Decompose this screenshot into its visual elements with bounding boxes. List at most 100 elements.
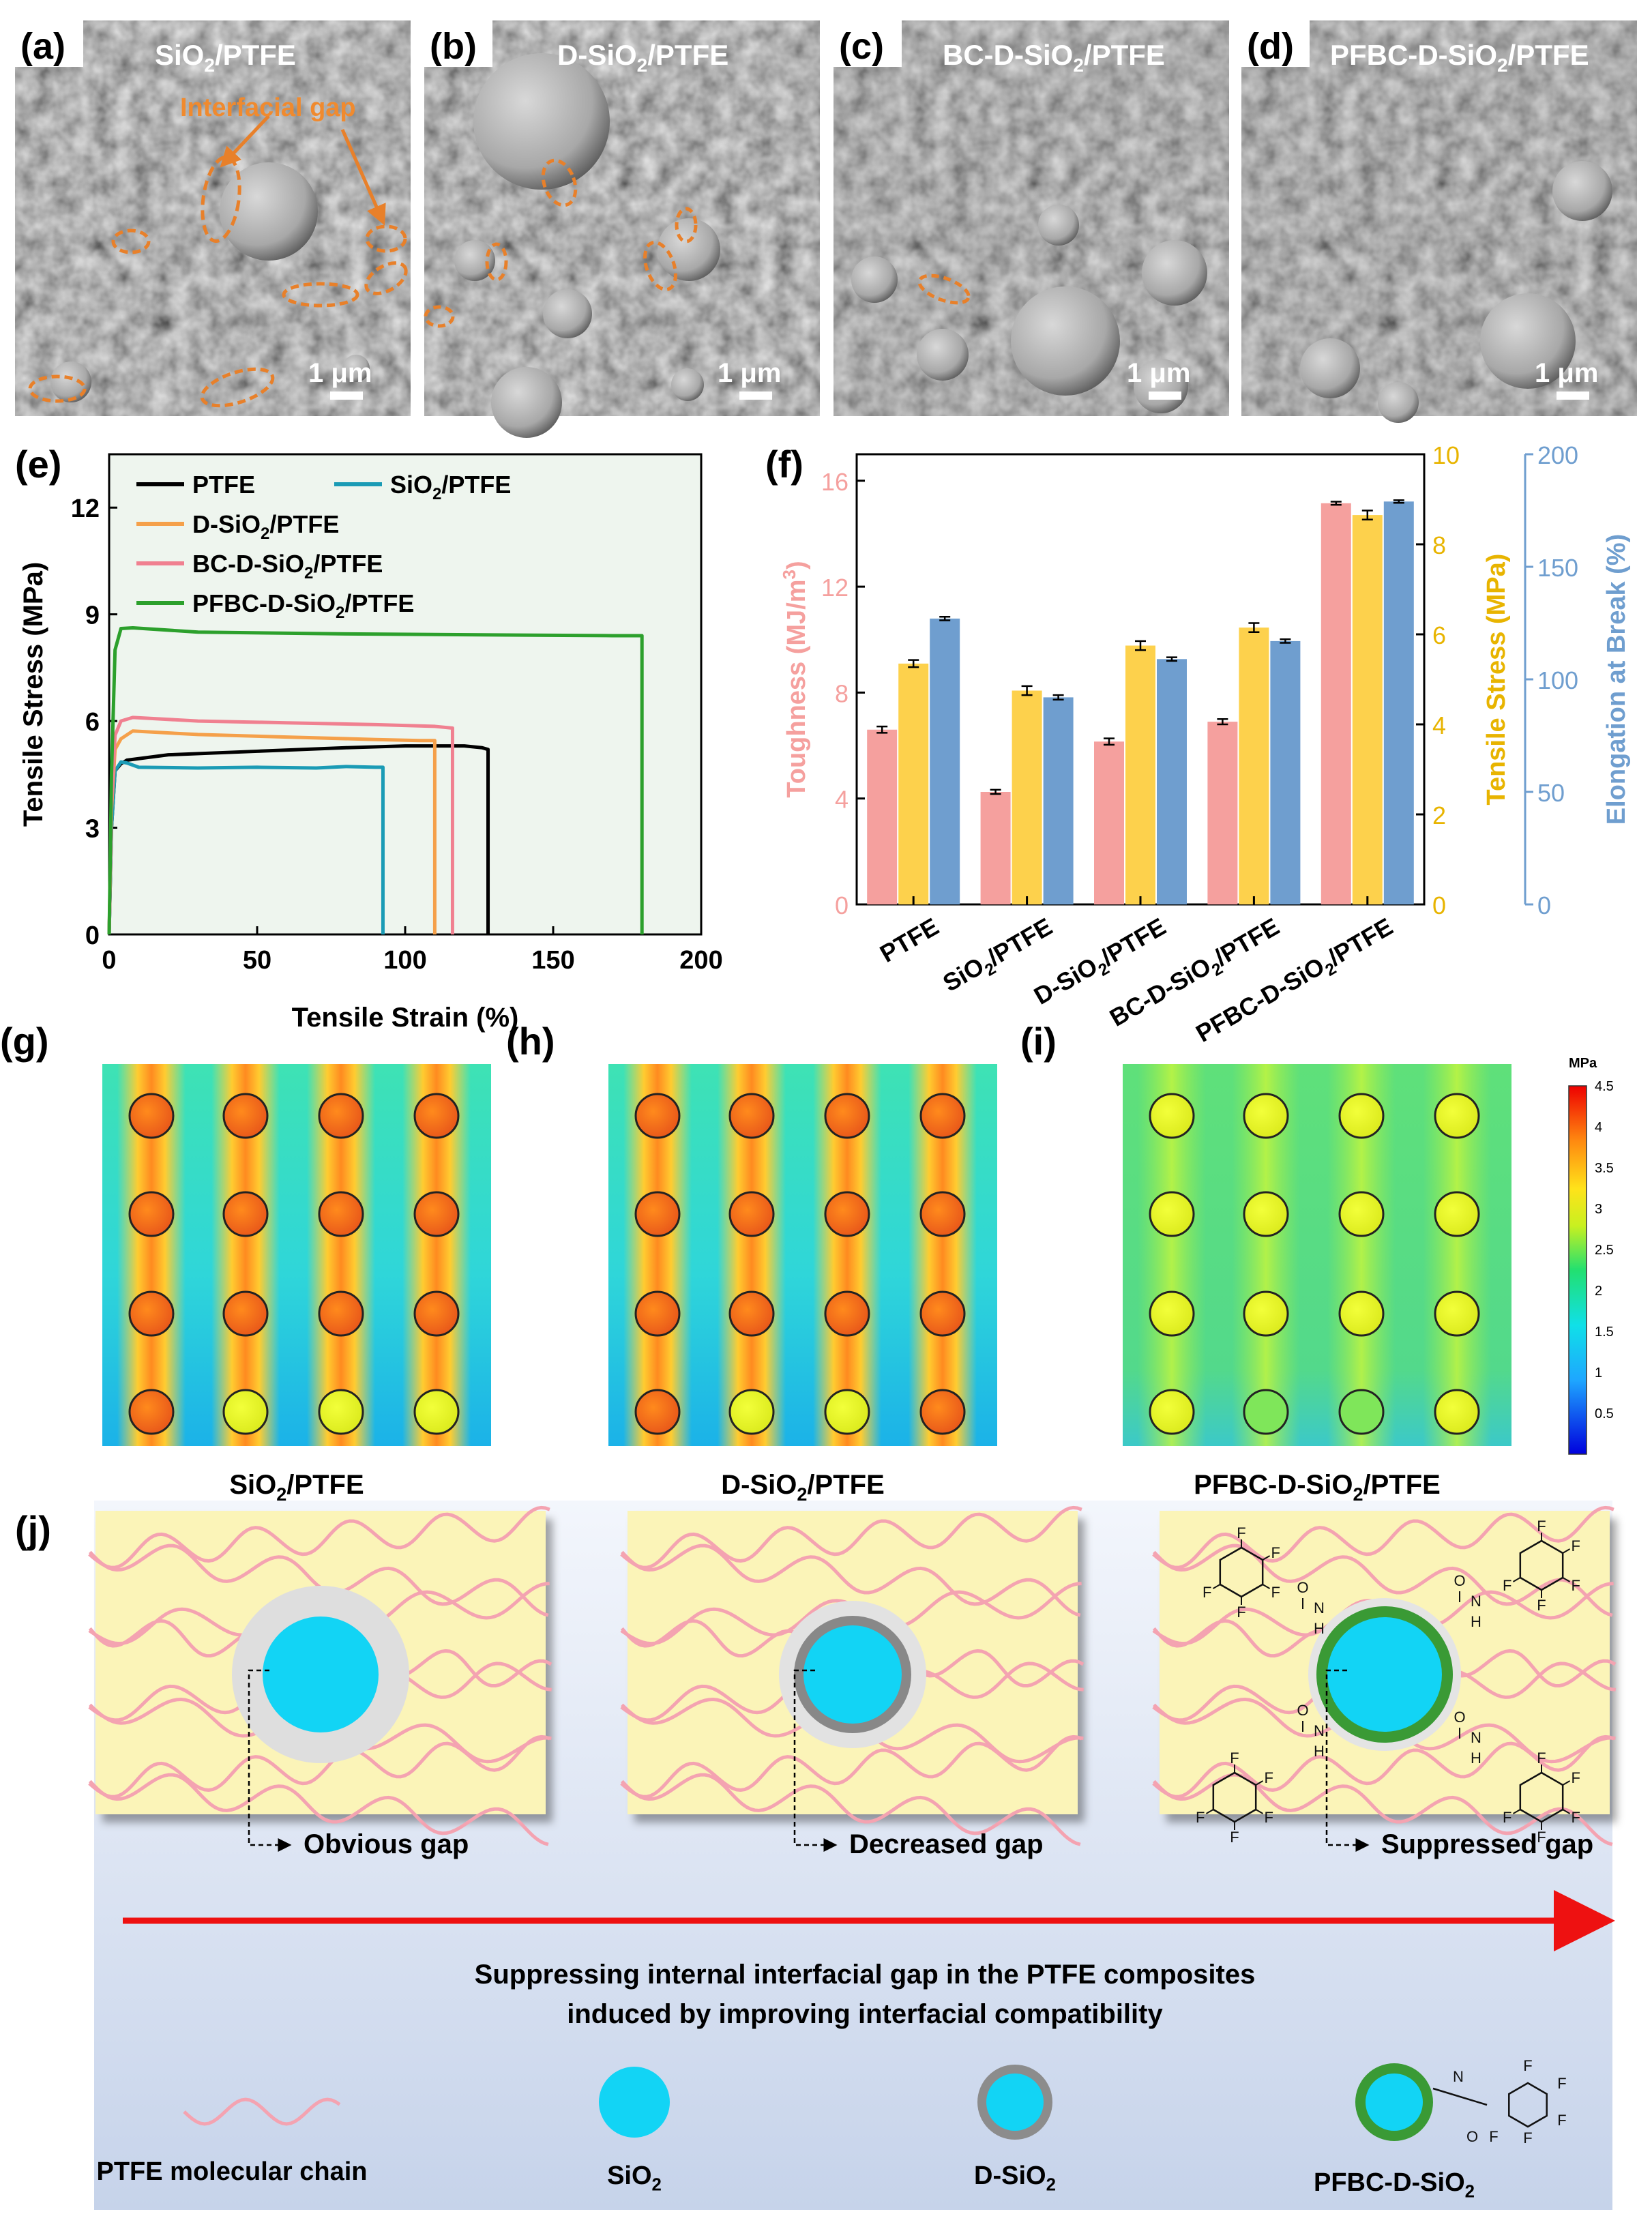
chart-e-plot-area <box>108 453 703 936</box>
hydrogen-atom: H <box>1314 1620 1325 1637</box>
heatmap-particle <box>1243 1191 1289 1237</box>
chart-e-xtick-label: 0 <box>102 946 116 975</box>
chart-f-r2tick-label: 100 <box>1537 666 1578 694</box>
fluorine-atom: F <box>1537 1750 1546 1767</box>
heatmap-particle <box>128 1093 175 1139</box>
heatmap-particle <box>413 1290 460 1337</box>
bond <box>1262 1555 1271 1561</box>
heatmap-row: (g) SiO2/PTFE (h) D-SiO2/PTFE (i) PFBC-D-SiO2… <box>0 1020 1511 1505</box>
oxygen-atom: O <box>1454 1709 1465 1726</box>
heatmap-particle <box>824 1290 870 1337</box>
fluorine-atom: F <box>1237 1604 1245 1621</box>
heatmap-particle <box>1338 1093 1385 1139</box>
chart-e-xtick-label: 150 <box>531 946 574 975</box>
sem-d-scale: 1 μm <box>1535 358 1598 388</box>
schematic-j: (j) Obvious gap Decreased gap F F F F F F F F F F F F… <box>15 1501 1617 2210</box>
chart-f-bar-toughness <box>1094 741 1124 904</box>
sem-b-scale: 1 μm <box>718 358 781 388</box>
chart-f-category-label: PTFE <box>875 912 943 968</box>
heatmap-particle <box>1149 1389 1195 1435</box>
legend-label-chain: PTFE molecular chain <box>97 2157 368 2186</box>
chart-f-bar-elongation-at-break <box>1270 640 1301 904</box>
heatmap-particle <box>1243 1093 1289 1139</box>
heatmap-particle <box>1434 1290 1480 1337</box>
colorbar-tick-label: 1.5 <box>1595 1325 1614 1340</box>
heatmap-particle <box>824 1191 870 1237</box>
nitrogen-atom: N <box>1471 1729 1481 1746</box>
heatmap-panel-i: (i) PFBC-D-SiO2/PTFE <box>1020 1020 1511 1505</box>
heatmap-particle <box>634 1290 681 1337</box>
chart-f-ltick-label: 12 <box>821 574 849 602</box>
heatmap-particle <box>919 1191 966 1237</box>
heatmap-particle <box>1434 1093 1480 1139</box>
heatmap-particle <box>222 1389 269 1435</box>
oxygen-atom: O <box>1454 1572 1465 1589</box>
heatmap-particle <box>728 1191 775 1237</box>
chart-e-letter: (e) <box>15 443 61 486</box>
heatmap-particle <box>634 1389 681 1435</box>
gap-pointer <box>248 1669 292 1852</box>
chart-f-bar-tensile-stress <box>1352 515 1383 904</box>
chart-f-r2tick-label: 50 <box>1537 779 1565 807</box>
heatmap-particle <box>1243 1290 1289 1337</box>
sem-panel-b: (b) D-SiO2/PTFE 1 μm <box>424 20 820 438</box>
chart-f-bar-elongation-at-break <box>1157 659 1187 904</box>
heatmap-particle <box>413 1191 460 1237</box>
chart-f-ltick-label: 4 <box>835 786 849 814</box>
hydrogen-atom: H <box>1314 1743 1325 1760</box>
sem-a-letter: (a) <box>20 26 65 67</box>
chart-e-ytick-label: 9 <box>85 602 100 630</box>
chart-e-xtick-label: 200 <box>679 946 722 975</box>
ptfe-chain <box>1153 1544 1613 1617</box>
chart-f-r2tick-label: 150 <box>1537 554 1578 582</box>
chart-e-legend-label: PFBC-D-SiO2/PTFE <box>192 589 414 622</box>
heatmap-particle <box>1243 1389 1289 1435</box>
chart-f-r1tick-label: 2 <box>1432 801 1446 829</box>
heatmap-particle <box>318 1093 364 1139</box>
colorbar-tick-label: 3.5 <box>1595 1161 1614 1176</box>
heatmap-label: D-SiO2/PTFE <box>721 1470 885 1505</box>
oxygen-atom: O <box>1297 1579 1308 1596</box>
fluorine-atom: F <box>1537 1597 1546 1614</box>
heatmap-particle <box>318 1191 364 1237</box>
nitrogen-atom: N <box>1471 1593 1481 1610</box>
colorbar-unit: MPa <box>1569 1056 1597 1071</box>
chart-f-r2tick-label: 200 <box>1537 441 1578 469</box>
fluorine-atom: F <box>1271 1544 1280 1561</box>
heatmap-particle <box>222 1093 269 1139</box>
fluorine-atom: F <box>1503 1809 1511 1826</box>
fluorine-atom: F <box>1265 1769 1273 1786</box>
chart-f-bars <box>867 499 1414 904</box>
bond <box>1512 1809 1521 1814</box>
heatmap-particle <box>1338 1191 1385 1237</box>
legend-fluorine-atom: F <box>1523 2129 1532 2146</box>
fluorine-atom: F <box>1572 1537 1580 1554</box>
chart-e: (e) 0 50 100 150 200 0 3 6 9 12 PTFE SiO2/PTFE D-Si… <box>15 443 723 1033</box>
heatmap-particle <box>1338 1290 1385 1337</box>
chart-f-bar-elongation-at-break <box>1043 697 1074 904</box>
chart-e-xtick-label: 50 <box>243 946 271 975</box>
chart-f-r1tick-label: 0 <box>1432 891 1446 919</box>
ptfe-chain <box>621 1544 1081 1617</box>
heatmap-particle <box>919 1093 966 1139</box>
chart-f-letter: (f) <box>765 443 803 486</box>
fluorine-atom: F <box>1572 1769 1580 1786</box>
heatmap-particle <box>318 1389 364 1435</box>
heatmap-particle <box>128 1290 175 1337</box>
gap-label: Decreased gap <box>849 1829 1044 1859</box>
chart-f-ltick-label: 0 <box>835 891 849 919</box>
chart-f-r1tick-label: 4 <box>1432 711 1446 739</box>
chart-f-bar-tensile-stress <box>898 663 929 904</box>
chart-f-r1tick-label: 10 <box>1432 441 1460 469</box>
heatmap-particle <box>1434 1191 1480 1237</box>
legend-fluorine-atom: F <box>1489 2128 1498 2145</box>
heatmap-particle <box>222 1290 269 1337</box>
chart-f-bar-tensile-stress <box>1012 690 1042 904</box>
chart-f-r1tick-label: 8 <box>1432 531 1446 559</box>
gap-label: Suppressed gap <box>1381 1829 1593 1859</box>
fluorine-atom: F <box>1572 1809 1580 1826</box>
chart-e-axes: 0 50 100 150 200 0 3 6 9 12 <box>71 495 723 975</box>
chart-f-ylabel-toughness: Toughness (MJ/m3) <box>779 561 811 797</box>
heatmap-particle <box>1338 1389 1385 1435</box>
